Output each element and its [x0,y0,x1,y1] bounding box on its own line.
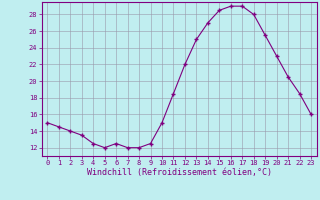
X-axis label: Windchill (Refroidissement éolien,°C): Windchill (Refroidissement éolien,°C) [87,168,272,177]
